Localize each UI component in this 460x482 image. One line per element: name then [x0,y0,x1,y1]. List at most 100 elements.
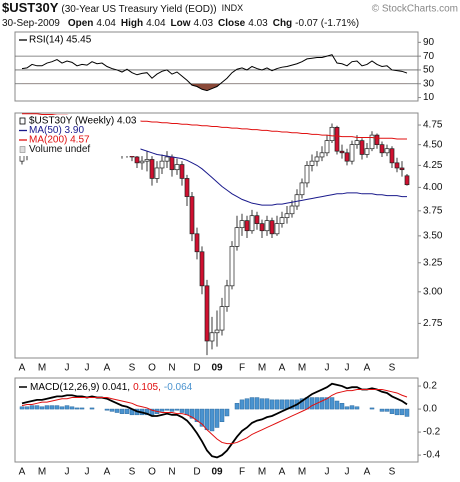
histogram-bar [169,408,175,412]
candle-body [174,164,180,171]
histogram-bar [44,405,50,410]
histogram-bar [174,408,180,411]
y-tick-label: 2.75 [423,318,443,329]
legend-entry: 0.105, [133,382,161,393]
x-tick-label: M [298,467,306,478]
x-tick-label: N [168,467,175,478]
x-tick-label: A [19,363,26,374]
candle-body [359,140,365,155]
candle-body [184,178,190,197]
x-tick-label: O [148,363,156,374]
quote-label: Open [68,18,94,29]
histogram-bar [349,405,355,410]
candle-body [224,285,230,307]
x-tick-label: J [325,363,330,374]
x-tick-label: A [279,363,286,374]
candle-body [394,162,400,169]
y-tick-label: 3.75 [423,205,443,216]
histogram-bar [319,397,325,410]
histogram-bar [249,397,255,410]
histogram-bar [264,398,270,410]
histogram-bar [299,398,305,410]
legend-entry: Volume undef [29,144,90,155]
y-tick-label: -0.2 [423,427,441,438]
histogram-bar [64,405,70,410]
histogram-bar [234,403,240,410]
legend-icon [19,117,26,125]
histogram-bar [79,407,85,410]
legend-entry: MACD(12,26,9) 0.041, [30,382,130,393]
candle-body [314,156,320,162]
candle-body [189,196,195,235]
candle-body [284,213,290,219]
x-tick-label: M [298,363,306,374]
y-tick-label: 4.00 [423,182,443,193]
x-tick-label: A [19,467,26,478]
legend-entry: -0.064 [164,382,193,393]
legend-entry: RSI(14) 45.45 [29,35,92,46]
x-tick-label: S [389,467,396,478]
candle-body [249,215,255,232]
candle-body [134,156,140,164]
histogram-bar [354,406,360,410]
candle-body [19,154,25,162]
candle-body [219,306,225,331]
x-tick-label: J [65,467,70,478]
candle-body [364,148,370,155]
candle-body [389,148,395,164]
y-tick-label: 10 [423,92,435,103]
candle-body [374,134,380,145]
histogram-bar [24,406,30,410]
quote-value: -0.07 (-1.71%) [295,18,359,29]
candle-body [254,215,260,224]
histogram-bar [39,406,45,410]
y-tick-label: 70 [423,51,435,62]
x-tick-label: 09 [211,467,223,478]
candle-body [274,223,280,235]
x-tick-label: J [325,467,330,478]
histogram-bar [144,408,150,416]
candle-body [244,220,250,232]
candle-body [149,159,155,179]
quote-value: 4.04 [146,18,166,29]
x-tick-label: F [239,363,245,374]
x-tick-label: M [258,363,266,374]
candle-body [289,205,295,215]
x-tick-label: D [193,467,200,478]
histogram-bar [329,397,335,410]
histogram-bar [289,399,295,410]
candle-body [294,194,300,207]
histogram-bar [184,408,190,416]
candle-body [344,152,350,162]
histogram-bar [219,408,225,422]
series-line [21,389,408,445]
histogram-bar [214,408,220,428]
candle-body [399,167,405,171]
candle-body [404,175,410,186]
y-tick-label: 4.25 [423,160,443,171]
histogram-bar [394,408,400,416]
candle-body [349,144,355,162]
x-tick-label: F [239,467,245,478]
y-tick-label: -0.4 [423,450,441,461]
histogram-bar [54,405,60,410]
histogram-bar [269,399,275,410]
x-tick-label: J [85,467,90,478]
quote-date: 30-Sep-2009 [2,18,60,29]
candle-body [144,159,150,162]
histogram-bar [274,399,280,410]
candle-body [264,220,270,232]
candle-body [329,126,335,141]
histogram-bar [339,403,345,410]
histogram-bar [204,408,210,431]
histogram-bar [369,407,375,410]
histogram-bar [69,406,75,410]
quote-value: 4.03 [194,18,214,29]
candle-body [319,152,325,158]
candle-body [169,156,175,171]
candle-body [214,329,220,334]
histogram-bar [74,407,80,410]
x-tick-label: J [85,363,90,374]
x-tick-label: J [345,363,350,374]
candle-body [379,144,385,154]
